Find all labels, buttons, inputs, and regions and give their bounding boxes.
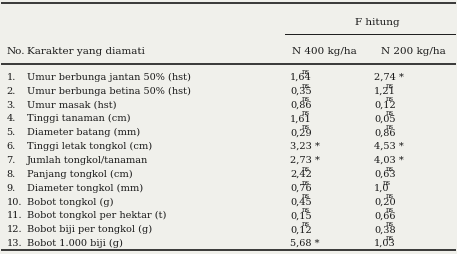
Text: ns: ns xyxy=(386,219,393,227)
Text: 1,21: 1,21 xyxy=(374,86,396,95)
Text: 8.: 8. xyxy=(6,169,16,178)
Text: 0,86: 0,86 xyxy=(374,128,396,137)
Text: Umur berbunga betina 50% (hst): Umur berbunga betina 50% (hst) xyxy=(27,86,191,96)
Text: 3,23 *: 3,23 * xyxy=(290,141,320,151)
Text: ns: ns xyxy=(301,205,309,213)
Text: ns: ns xyxy=(301,109,309,117)
Text: 1.: 1. xyxy=(6,73,16,82)
Text: 13.: 13. xyxy=(6,238,22,247)
Text: 3.: 3. xyxy=(6,100,16,109)
Text: 5.: 5. xyxy=(6,128,16,137)
Text: ns: ns xyxy=(386,205,393,213)
Text: 0,35: 0,35 xyxy=(290,86,312,95)
Text: 5,68 *: 5,68 * xyxy=(290,238,319,247)
Text: 0,05: 0,05 xyxy=(374,114,396,123)
Text: Tinggi letak tongkol (cm): Tinggi letak tongkol (cm) xyxy=(27,141,152,151)
Text: 0,12: 0,12 xyxy=(290,224,312,233)
Text: 12.: 12. xyxy=(6,224,22,233)
Text: 4,03 *: 4,03 * xyxy=(374,155,404,164)
Text: 9.: 9. xyxy=(6,183,16,192)
Text: Karakter yang diamati: Karakter yang diamati xyxy=(27,47,145,56)
Text: Umur berbunga jantan 50% (hst): Umur berbunga jantan 50% (hst) xyxy=(27,72,191,82)
Text: 0,12: 0,12 xyxy=(374,100,396,109)
Text: ns: ns xyxy=(301,68,309,75)
Text: ns: ns xyxy=(386,233,393,241)
Text: Bobot tongkol per hektar (t): Bobot tongkol per hektar (t) xyxy=(27,211,166,219)
Text: 6.: 6. xyxy=(6,141,16,151)
Text: ns: ns xyxy=(386,109,393,117)
Text: 10.: 10. xyxy=(6,197,22,206)
Text: 4,53 *: 4,53 * xyxy=(374,141,404,151)
Text: 2,73 *: 2,73 * xyxy=(290,155,320,164)
Text: 2,74 *: 2,74 * xyxy=(374,73,404,82)
Text: Bobot tongkol (g): Bobot tongkol (g) xyxy=(27,197,114,206)
Text: Jumlah tongkol/tanaman: Jumlah tongkol/tanaman xyxy=(27,155,149,164)
Text: 4.: 4. xyxy=(6,114,16,123)
Text: 1,0: 1,0 xyxy=(374,183,390,192)
Text: ns: ns xyxy=(386,192,393,200)
Text: 7.: 7. xyxy=(6,155,16,164)
Text: N 400 kg/ha: N 400 kg/ha xyxy=(292,47,356,56)
Text: ns: ns xyxy=(386,81,393,89)
Text: 2,42: 2,42 xyxy=(290,169,312,178)
Text: 0,45: 0,45 xyxy=(290,197,312,206)
Text: Tinggi tanaman (cm): Tinggi tanaman (cm) xyxy=(27,114,131,123)
Text: ns: ns xyxy=(386,123,393,131)
Text: 0,63: 0,63 xyxy=(374,169,396,178)
Text: 0,76: 0,76 xyxy=(290,183,312,192)
Text: 0,20: 0,20 xyxy=(374,197,396,206)
Text: Umur masak (hst): Umur masak (hst) xyxy=(27,100,117,109)
Text: 0,15: 0,15 xyxy=(290,211,312,219)
Text: 0,66: 0,66 xyxy=(374,211,396,219)
Text: ns: ns xyxy=(301,192,309,200)
Text: ns: ns xyxy=(383,178,391,186)
Text: ns: ns xyxy=(301,219,309,227)
Text: ns: ns xyxy=(386,164,393,172)
Text: Diameter batang (mm): Diameter batang (mm) xyxy=(27,128,140,137)
Text: ns: ns xyxy=(301,123,309,131)
Text: Diameter tongkol (mm): Diameter tongkol (mm) xyxy=(27,183,143,192)
Text: 11.: 11. xyxy=(6,211,22,219)
Text: 0,86: 0,86 xyxy=(290,100,312,109)
Text: ns: ns xyxy=(301,164,309,172)
Text: Bobot 1.000 biji (g): Bobot 1.000 biji (g) xyxy=(27,238,123,247)
Text: ns: ns xyxy=(301,178,309,186)
Text: ns: ns xyxy=(386,95,393,103)
Text: N 200 kg/ha: N 200 kg/ha xyxy=(381,47,446,56)
Text: Bobot biji per tongkol (g): Bobot biji per tongkol (g) xyxy=(27,224,152,233)
Text: 1,64: 1,64 xyxy=(290,73,312,82)
Text: ns: ns xyxy=(301,95,309,103)
Text: 1,61: 1,61 xyxy=(290,114,312,123)
Text: ns: ns xyxy=(301,81,309,89)
Text: 0,29: 0,29 xyxy=(290,128,312,137)
Text: 0,38: 0,38 xyxy=(374,224,396,233)
Text: F hitung: F hitung xyxy=(356,18,400,27)
Text: 2.: 2. xyxy=(6,86,16,95)
Text: Panjang tongkol (cm): Panjang tongkol (cm) xyxy=(27,169,133,178)
Text: 1,03: 1,03 xyxy=(374,238,396,247)
Text: No.: No. xyxy=(6,47,25,56)
